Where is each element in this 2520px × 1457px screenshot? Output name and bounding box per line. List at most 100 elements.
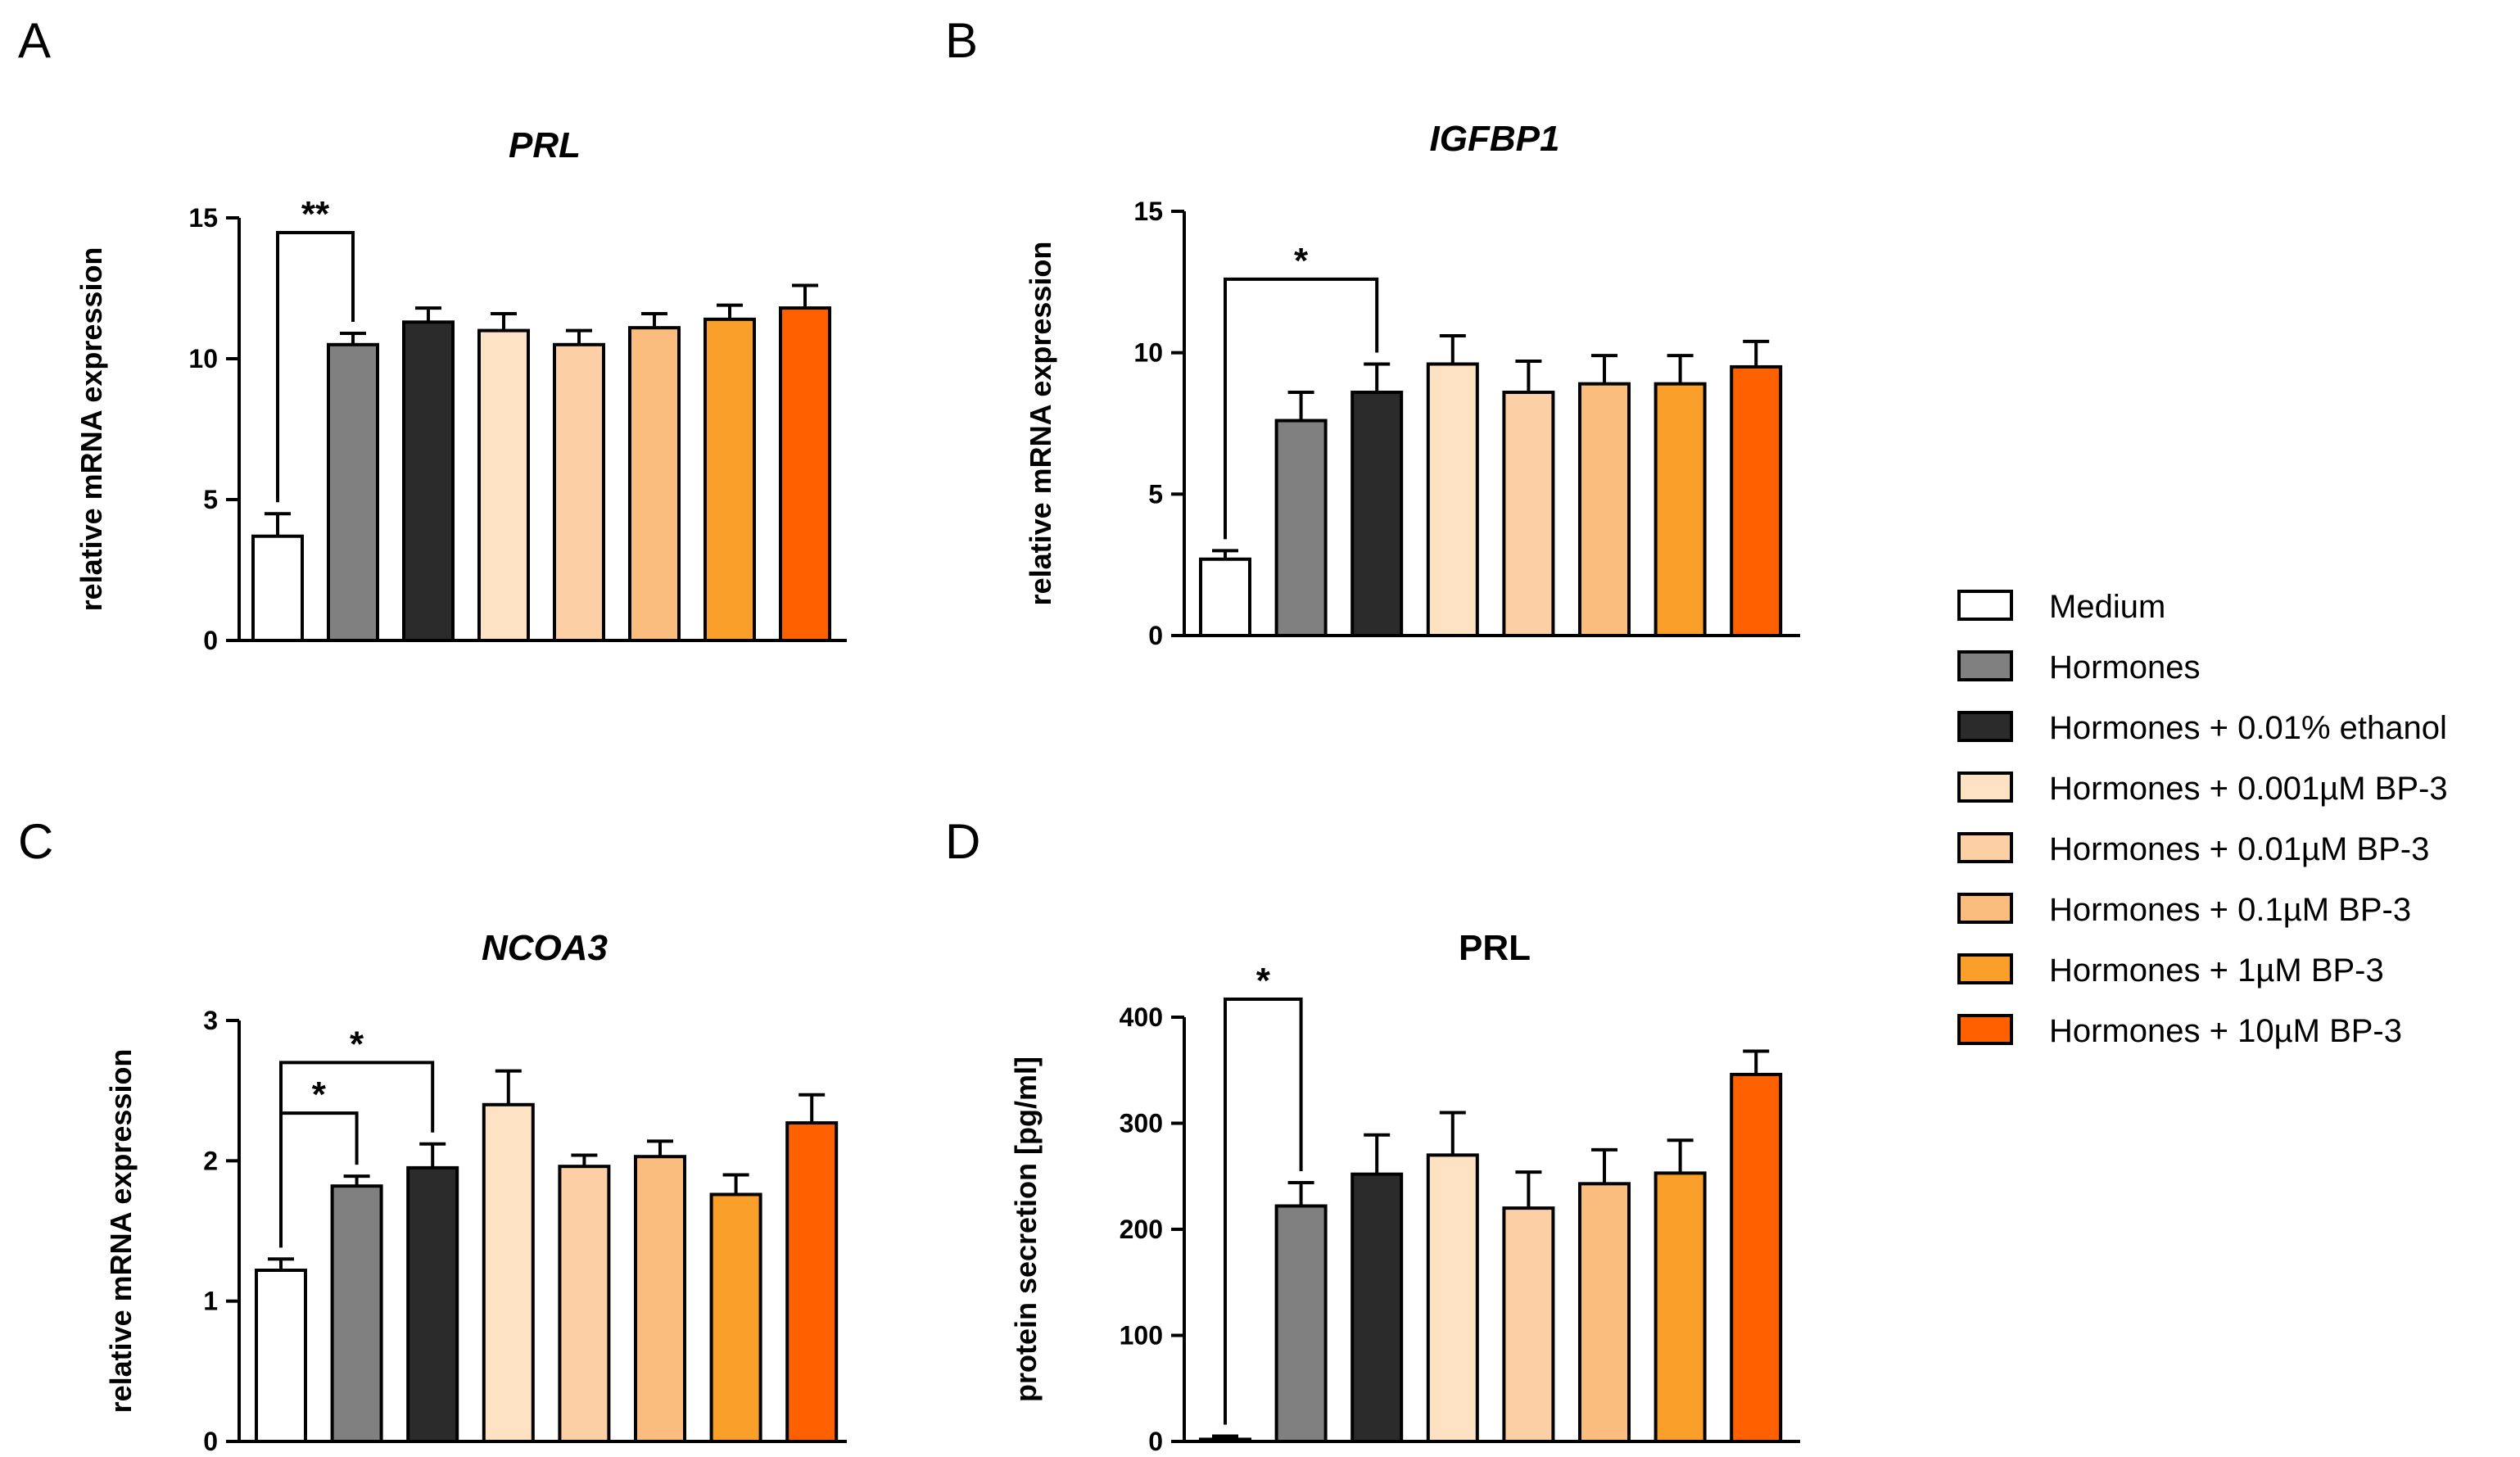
bar xyxy=(1350,1172,1404,1444)
bar xyxy=(1199,557,1251,638)
bar xyxy=(779,306,831,642)
legend-item: Hormones + 10µM BP-3 xyxy=(1957,1013,2402,1049)
bar xyxy=(709,1192,762,1444)
legend-label: Hormones + 0.01µM BP-3 xyxy=(2049,831,2429,867)
y-tick-label: 5 xyxy=(203,485,218,514)
y-tick-label: 400 xyxy=(1120,1002,1163,1032)
bar xyxy=(628,326,681,642)
bar xyxy=(1502,391,1555,637)
bar xyxy=(1274,419,1328,638)
bar xyxy=(1654,1171,1707,1443)
legend-swatch xyxy=(1957,711,2013,742)
bar xyxy=(1730,1072,1783,1444)
legend-swatch xyxy=(1957,771,2013,803)
panel-d: D PRL protein secretion [pg/ml] 0 100 200 300 4… xyxy=(945,814,1800,1456)
legend-label: Hormones + 10µM BP-3 xyxy=(2049,1013,2402,1049)
y-tick-label: 15 xyxy=(1133,197,1163,226)
y-tick-label: 0 xyxy=(203,626,218,655)
bar xyxy=(634,1155,686,1444)
panel-letter: C xyxy=(18,814,53,869)
legend-item: Hormones xyxy=(1957,649,2201,686)
y-axis-label: relative mRNA expression xyxy=(104,1049,138,1414)
significance-bracket xyxy=(1224,277,1379,540)
bar xyxy=(482,1102,535,1444)
y-tick-label: 5 xyxy=(1148,479,1163,509)
bar xyxy=(1274,1204,1328,1443)
bar xyxy=(251,534,304,642)
significance-label: * xyxy=(1256,961,1271,1001)
legend-label: Hormones + 1µM BP-3 xyxy=(2049,952,2384,989)
chart-title: PRL xyxy=(1459,928,1531,968)
y-axis-label: relative mRNA expression xyxy=(1024,242,1057,606)
y-tick-label: 10 xyxy=(188,344,218,373)
bar xyxy=(1730,364,1783,637)
legend-label: Medium xyxy=(2049,589,2165,625)
y-tick-label: 2 xyxy=(203,1146,218,1175)
bar xyxy=(330,1184,383,1443)
legend-item: Medium xyxy=(1957,589,2165,625)
bar xyxy=(406,1165,459,1444)
bar xyxy=(785,1121,839,1444)
bar xyxy=(1350,391,1404,637)
bar xyxy=(704,317,756,642)
panel-c: C NCOA3 relative mRNA expression 0 1 2 3 * * xyxy=(18,814,847,1456)
y-tick-label: 15 xyxy=(188,203,218,233)
legend-swatch xyxy=(1957,1014,2013,1045)
legend-item: Hormones + 0.01µM BP-3 xyxy=(1957,831,2429,867)
significance-label: ** xyxy=(301,194,330,234)
chart-title: NCOA3 xyxy=(482,928,608,968)
y-tick-label: 0 xyxy=(1148,1427,1163,1456)
significance-bracket xyxy=(1224,997,1303,1425)
y-tick-label: 0 xyxy=(203,1427,218,1456)
y-axis-label: relative mRNA expression xyxy=(75,247,108,612)
y-tick-label: 1 xyxy=(203,1287,218,1316)
bar xyxy=(553,342,605,642)
legend-item: Hormones + 0.001µM BP-3 xyxy=(1957,771,2448,807)
panel-letter: A xyxy=(18,13,51,68)
legend-swatch xyxy=(1957,590,2013,621)
bar xyxy=(1426,362,1479,637)
bar xyxy=(255,1268,307,1444)
legend-label: Hormones + 0.1µM BP-3 xyxy=(2049,892,2411,928)
bar xyxy=(1426,1153,1479,1443)
legend-swatch xyxy=(1957,953,2013,984)
chart-title: IGFBP1 xyxy=(1430,119,1560,159)
panel-letter: B xyxy=(945,13,978,68)
y-tick-label: 100 xyxy=(1120,1321,1163,1351)
panel-letter: D xyxy=(945,814,980,869)
significance-label: * xyxy=(312,1075,327,1115)
legend-item: Hormones + 1µM BP-3 xyxy=(1957,952,2384,989)
bar xyxy=(1578,382,1631,637)
chart-title: PRL xyxy=(509,125,581,165)
y-tick-label: 10 xyxy=(1133,338,1163,368)
legend-swatch xyxy=(1957,650,2013,681)
bar xyxy=(1199,1437,1251,1444)
legend: Medium Hormones Hormones + 0.01% ethanol Ho… xyxy=(1957,589,2448,1049)
y-tick-label: 3 xyxy=(203,1006,218,1035)
legend-item: Hormones + 0.01% ethanol xyxy=(1957,710,2447,746)
y-tick-label: 300 xyxy=(1120,1109,1163,1138)
y-tick-label: 200 xyxy=(1120,1215,1163,1244)
bar xyxy=(402,320,455,642)
significance-label: * xyxy=(350,1024,364,1064)
panel-a: A PRL relative mRNA expression 0 5 10 15 ** xyxy=(18,13,847,655)
bar xyxy=(1654,382,1707,637)
panel-b: B IGFBP1 relative mRNA expression 0 5 10 15 * xyxy=(945,13,1800,650)
legend-swatch xyxy=(1957,893,2013,924)
legend-label: Hormones + 0.001µM BP-3 xyxy=(2049,771,2448,807)
bar xyxy=(1502,1206,1555,1443)
legend-swatch xyxy=(1957,832,2013,863)
significance-bracket xyxy=(276,231,355,503)
bar xyxy=(327,342,379,642)
y-tick-label: 0 xyxy=(1148,621,1163,650)
legend-item: Hormones + 0.1µM BP-3 xyxy=(1957,892,2411,928)
significance-label: * xyxy=(1294,241,1309,281)
legend-label: Hormones + 0.01% ethanol xyxy=(2049,710,2447,746)
bar xyxy=(1578,1182,1631,1443)
significance-bracket xyxy=(279,1061,435,1248)
bar xyxy=(477,328,530,642)
y-axis-label: protein secretion [pg/ml] xyxy=(1009,1057,1043,1402)
bar xyxy=(558,1165,611,1443)
